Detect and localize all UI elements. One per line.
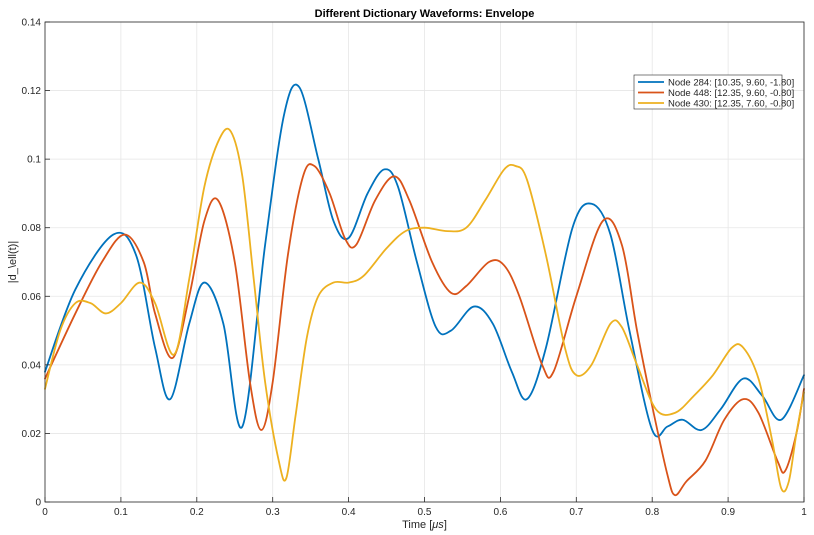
x-tick-label: 0 (42, 507, 48, 518)
series-line-2 (44, 163, 805, 497)
x-tick-label: 0.7 (569, 507, 583, 518)
y-tick-label: 0 (35, 498, 41, 509)
y-tick-label: 0.08 (22, 223, 42, 234)
y-tick-label: 0.1 (27, 155, 41, 166)
x-tick-label: 0.2 (190, 507, 204, 518)
x-tick-label: 1 (801, 507, 807, 518)
x-axis-label: Time [μs] (402, 519, 447, 531)
x-axis-ticks: 0 0.1 0.2 0.3 0.4 0.5 0.6 0.7 0.8 0.9 1 (42, 497, 807, 518)
y-axis-label: |d_\ell(t)| (7, 241, 19, 283)
y-tick-label: 0.02 (22, 429, 42, 440)
x-tick-label: 0.3 (266, 507, 280, 518)
x-tick-label: 0.4 (342, 507, 356, 518)
series-layer (44, 83, 805, 497)
x-tick-label: 0.5 (418, 507, 432, 518)
x-tick-label: 0.8 (645, 507, 659, 518)
y-tick-label: 0.04 (22, 360, 42, 371)
series-line-3 (44, 127, 805, 493)
y-axis-ticks: 0 0.02 0.04 0.06 0.08 0.1 0.12 0.14 (22, 18, 50, 509)
x-tick-label: 0.6 (493, 507, 507, 518)
legend: Node 284: [10.35, 9.60, -1.80]Node 448: … (633, 74, 794, 109)
y-tick-label: 0.14 (22, 18, 42, 29)
chart-title: Different Dictionary Waveforms: Envelope (315, 8, 535, 20)
x-tick-label: 0.1 (114, 507, 128, 518)
legend-label-3: Node 430: [12.35, 7.60, -0.80] (668, 98, 794, 109)
y-tick-label: 0.12 (22, 86, 42, 97)
x-tick-label: 0.9 (721, 507, 735, 518)
legend-label-2: Node 448: [12.35, 9.60, -0.80] (668, 88, 794, 99)
legend-label-1: Node 284: [10.35, 9.60, -1.80] (668, 77, 794, 88)
series-line-1 (44, 83, 805, 438)
y-tick-label: 0.06 (22, 292, 42, 303)
